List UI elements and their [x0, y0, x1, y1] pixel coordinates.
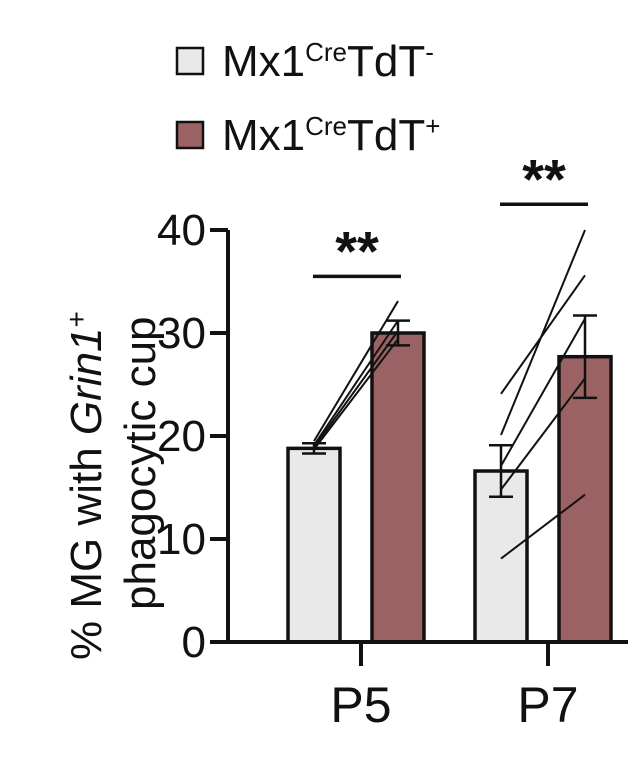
significance-label-p7: **: [522, 147, 566, 210]
y-tick-label-0: 0: [182, 618, 206, 667]
paired-line-p7-3: [500, 377, 586, 491]
paired-line-p7-4: [500, 493, 586, 560]
legend: Mx1CreTdT- Mx1CreTdT+: [175, 37, 440, 160]
paired-line-p5-3: [313, 338, 399, 450]
bar-p5-series-0: [286, 446, 342, 644]
paired-line-p7-1: [500, 229, 586, 436]
y-tick-label-10: 10: [157, 515, 206, 564]
y-axis-title-line1: % MG with Grin1+: [61, 311, 111, 660]
y-axis-title-line2: phagocytic cup: [116, 316, 165, 610]
paired-line-p5-2: [313, 330, 399, 448]
paired-line-p5-1: [313, 320, 399, 446]
legend-swatch-tdt-positive: [175, 120, 205, 150]
paired-line-p7-2: [500, 318, 586, 467]
legend-label-tdt-negative: Mx1CreTdT-: [222, 37, 434, 86]
legend-label-tdt-positive: Mx1CreTdT+: [222, 111, 440, 160]
bar-p7-series-1: [557, 354, 613, 644]
y-tick-label-30: 30: [157, 309, 206, 358]
x-tick-label-p7: P7: [517, 677, 578, 733]
y-tick-label-20: 20: [157, 412, 206, 461]
x-tick-label-p5: P5: [330, 677, 391, 733]
bar-p5-series-1: [370, 331, 426, 644]
significance-label-p5: **: [335, 219, 379, 282]
paired-line-p5-0: [313, 300, 399, 442]
y-tick-label-40: 40: [157, 206, 206, 255]
legend-swatch-tdt-negative: [175, 46, 205, 76]
